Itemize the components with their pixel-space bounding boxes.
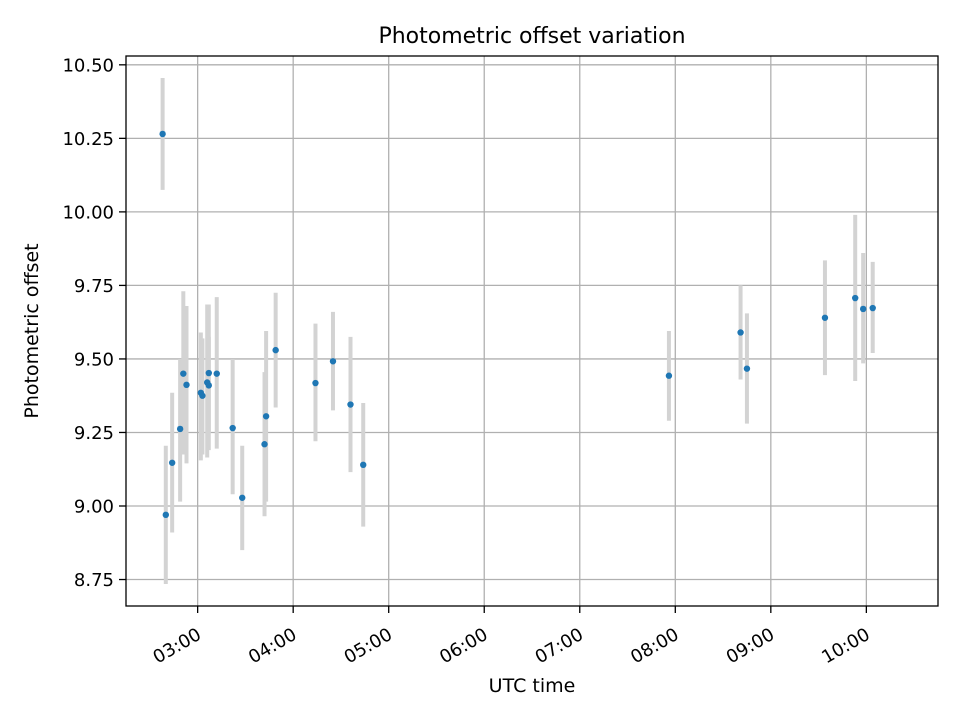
data-point xyxy=(176,425,184,433)
x-axis-ticks: 03:00 04:00 05:00 06:00 07:00 08:00 09:00 10:00 xyxy=(150,606,874,668)
data-point xyxy=(262,413,270,420)
data-point xyxy=(869,304,876,312)
grid xyxy=(126,56,938,606)
data-point xyxy=(162,511,170,519)
y-tick-label: 10.25 xyxy=(62,129,114,150)
data-point xyxy=(360,461,367,469)
data-point xyxy=(229,424,236,432)
data-point xyxy=(180,370,187,377)
data-point xyxy=(821,314,829,321)
x-tick-label: 08:00 xyxy=(627,624,682,668)
data-point xyxy=(261,441,268,448)
data-point xyxy=(743,365,751,372)
data-point xyxy=(213,370,220,377)
data-point xyxy=(737,329,744,336)
chart-title: Photometric offset variation xyxy=(378,24,685,49)
y-tick-label: 9.75 xyxy=(74,276,114,297)
x-tick-label: 06:00 xyxy=(436,624,491,668)
error-bars xyxy=(160,78,875,584)
x-axis-label: UTC time xyxy=(489,675,576,697)
data-point xyxy=(183,381,190,389)
y-tick-label: 10.00 xyxy=(62,202,114,223)
data-point xyxy=(859,305,867,313)
data-points xyxy=(159,130,876,519)
y-tick-label: 9.00 xyxy=(74,497,114,518)
y-axis-label: Photometric offset xyxy=(21,243,43,418)
y-tick-label: 8.75 xyxy=(74,570,114,591)
x-tick-label: 10:00 xyxy=(818,624,873,668)
data-point xyxy=(168,459,176,466)
data-point xyxy=(347,401,354,408)
data-point xyxy=(239,494,246,501)
data-point xyxy=(312,379,319,387)
x-tick-label: 04:00 xyxy=(245,624,300,668)
y-tick-label: 9.25 xyxy=(74,423,114,444)
x-tick-label: 09:00 xyxy=(723,624,778,668)
data-point xyxy=(199,392,206,399)
x-tick-label: 03:00 xyxy=(150,624,205,668)
data-point xyxy=(329,358,337,365)
y-axis-ticks: 8.75 9.00 9.25 9.50 9.75 10.00 10.25 10.50 xyxy=(62,55,126,591)
y-tick-label: 9.50 xyxy=(74,349,114,370)
x-tick-label: 05:00 xyxy=(341,624,396,668)
x-tick-label: 07:00 xyxy=(532,624,587,668)
data-point xyxy=(852,294,859,302)
data-point xyxy=(665,372,673,379)
y-tick-label: 10.50 xyxy=(62,55,114,76)
plot-area-frame xyxy=(125,55,939,607)
data-point xyxy=(159,130,166,138)
data-point xyxy=(272,346,279,354)
data-point xyxy=(205,382,212,389)
data-point xyxy=(205,369,212,377)
